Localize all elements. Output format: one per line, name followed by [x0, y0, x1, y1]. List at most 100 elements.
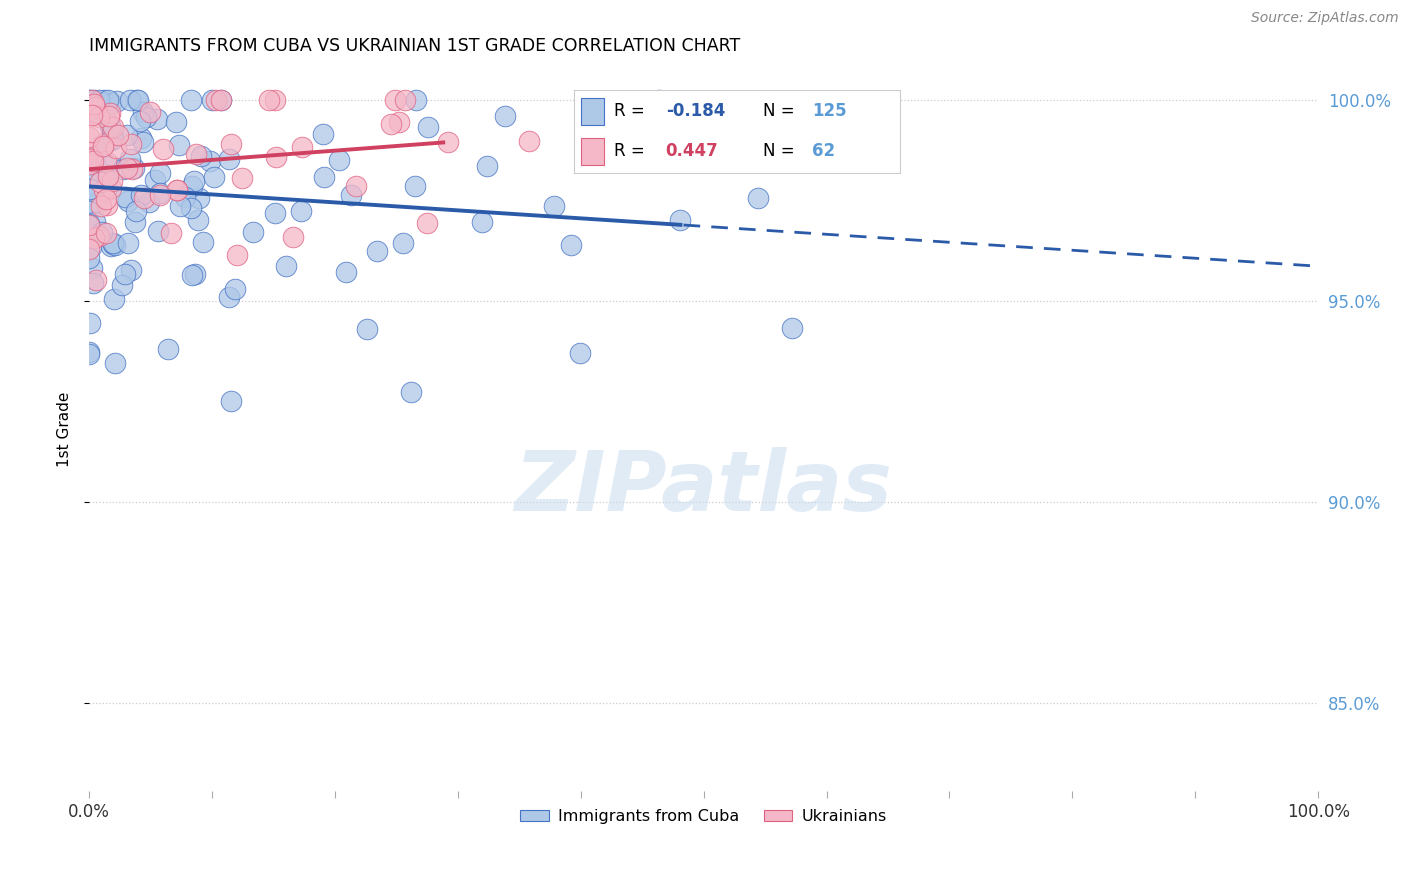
- Point: [127, 94, 149, 108]
- Point: [190, 149, 212, 163]
- Point: [391, 235, 413, 250]
- Point: [114, 190, 136, 204]
- Point: [82, 153, 104, 168]
- Point: [96, 192, 118, 206]
- Point: [129, 130, 152, 145]
- Point: [181, 179, 204, 194]
- Point: [77, 153, 100, 168]
- Text: Source: ZipAtlas.com: Source: ZipAtlas.com: [1251, 11, 1399, 25]
- Point: [79, 152, 101, 166]
- Point: [647, 93, 669, 107]
- Point: [117, 194, 139, 208]
- Point: [86, 196, 108, 211]
- Point: [184, 267, 207, 281]
- Point: [517, 134, 540, 148]
- Point: [166, 183, 188, 197]
- Point: [77, 151, 100, 165]
- Point: [312, 127, 335, 141]
- Point: [79, 182, 101, 196]
- Point: [104, 237, 127, 252]
- Point: [80, 93, 103, 107]
- Point: [186, 147, 208, 161]
- Point: [416, 216, 439, 230]
- Point: [94, 154, 117, 169]
- Point: [91, 138, 114, 153]
- Point: [169, 199, 191, 213]
- Point: [290, 203, 312, 218]
- Point: [87, 110, 110, 124]
- Point: [79, 240, 101, 254]
- Point: [77, 145, 100, 160]
- Point: [149, 186, 172, 201]
- Point: [226, 248, 249, 262]
- Point: [356, 322, 378, 336]
- Point: [129, 113, 152, 128]
- Point: [79, 103, 101, 118]
- Point: [77, 182, 100, 196]
- Point: [103, 132, 125, 146]
- Point: [87, 93, 110, 107]
- Point: [79, 204, 101, 219]
- Point: [93, 93, 115, 107]
- Point: [120, 93, 142, 107]
- Legend: Immigrants from Cuba, Ukrainians: Immigrants from Cuba, Ukrainians: [513, 803, 894, 830]
- Point: [98, 134, 121, 148]
- Point: [274, 259, 297, 273]
- Point: [120, 136, 142, 151]
- Point: [84, 158, 107, 172]
- Point: [218, 290, 240, 304]
- Point: [96, 173, 118, 187]
- Point: [111, 161, 134, 176]
- Point: [93, 183, 115, 197]
- Point: [149, 188, 172, 202]
- Point: [668, 213, 690, 227]
- Point: [204, 93, 226, 107]
- Text: ZIPatlas: ZIPatlas: [515, 447, 893, 528]
- Point: [77, 93, 100, 107]
- Point: [242, 225, 264, 239]
- Point: [100, 181, 122, 195]
- Point: [83, 231, 105, 245]
- Point: [100, 174, 122, 188]
- Point: [328, 153, 350, 167]
- Point: [97, 109, 120, 123]
- Point: [91, 136, 114, 151]
- Point: [104, 141, 127, 155]
- Point: [188, 190, 211, 204]
- Point: [437, 135, 460, 149]
- Point: [83, 93, 105, 107]
- Point: [202, 169, 225, 184]
- Point: [98, 106, 121, 120]
- Point: [96, 198, 118, 212]
- Point: [209, 93, 232, 107]
- Point: [138, 195, 160, 210]
- Point: [82, 196, 104, 211]
- Point: [115, 161, 138, 175]
- Point: [139, 105, 162, 120]
- Point: [80, 162, 103, 177]
- Point: [105, 94, 128, 108]
- Point: [104, 356, 127, 370]
- Point: [394, 93, 416, 107]
- Point: [79, 317, 101, 331]
- Point: [224, 283, 246, 297]
- Point: [340, 188, 363, 202]
- Point: [264, 150, 287, 164]
- Point: [80, 125, 103, 139]
- Point: [156, 343, 179, 357]
- Point: [416, 120, 439, 134]
- Point: [121, 162, 143, 177]
- Point: [180, 201, 202, 215]
- Point: [115, 128, 138, 142]
- Point: [77, 130, 100, 145]
- Point: [77, 347, 100, 361]
- Point: [124, 215, 146, 229]
- Point: [94, 226, 117, 240]
- Point: [84, 215, 107, 229]
- Text: IMMIGRANTS FROM CUBA VS UKRAINIAN 1ST GRADE CORRELATION CHART: IMMIGRANTS FROM CUBA VS UKRAINIAN 1ST GR…: [89, 37, 740, 55]
- Point: [335, 265, 357, 279]
- Point: [231, 170, 253, 185]
- Point: [83, 96, 105, 111]
- Point: [79, 93, 101, 107]
- Point: [146, 112, 169, 126]
